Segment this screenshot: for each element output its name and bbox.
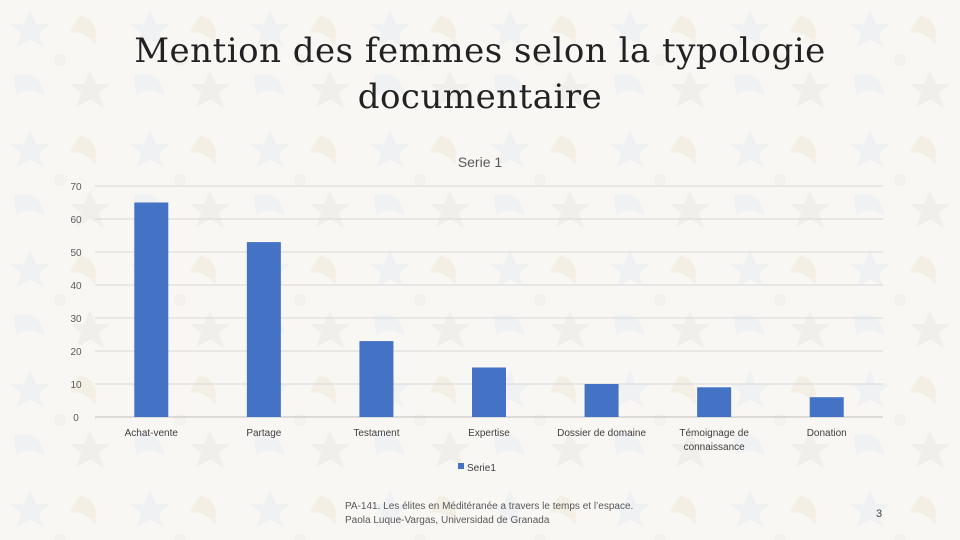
y-tick-label: 60 — [70, 215, 82, 226]
y-tick-label: 10 — [70, 380, 82, 391]
slide-title: Mention des femmes selon la typologie do… — [134, 31, 826, 117]
legend-swatch — [458, 463, 464, 469]
y-tick-label: 20 — [70, 347, 82, 358]
x-tick-label: Achat-vente — [125, 428, 179, 439]
x-tick-label: Donation — [807, 428, 847, 439]
y-tick-label: 40 — [70, 281, 82, 292]
x-tick-label: Témoignage de connaissance — [679, 428, 749, 453]
page-number: 3 — [876, 508, 883, 520]
x-tick-label: Dossier de domaine — [557, 428, 646, 439]
x-tick-label: Expertise — [468, 428, 510, 439]
legend-label: Serie1 — [467, 463, 496, 474]
bar — [246, 242, 281, 417]
footer-text: PA-141. Les élites en Méditéranée a trav… — [345, 501, 634, 526]
bar — [697, 387, 732, 417]
x-tick-label: Partage — [246, 428, 281, 439]
y-tick-label: 50 — [70, 248, 82, 259]
y-tick-label: 0 — [73, 413, 79, 424]
chart-title: Serie 1 — [458, 154, 503, 170]
y-tick-label: 70 — [70, 182, 82, 193]
bar — [584, 384, 619, 417]
x-tick-label: Testament — [353, 428, 399, 439]
y-tick-label: 30 — [70, 314, 82, 325]
bar — [359, 341, 394, 417]
bar — [134, 202, 169, 417]
bar — [472, 367, 506, 417]
bar — [809, 397, 844, 417]
